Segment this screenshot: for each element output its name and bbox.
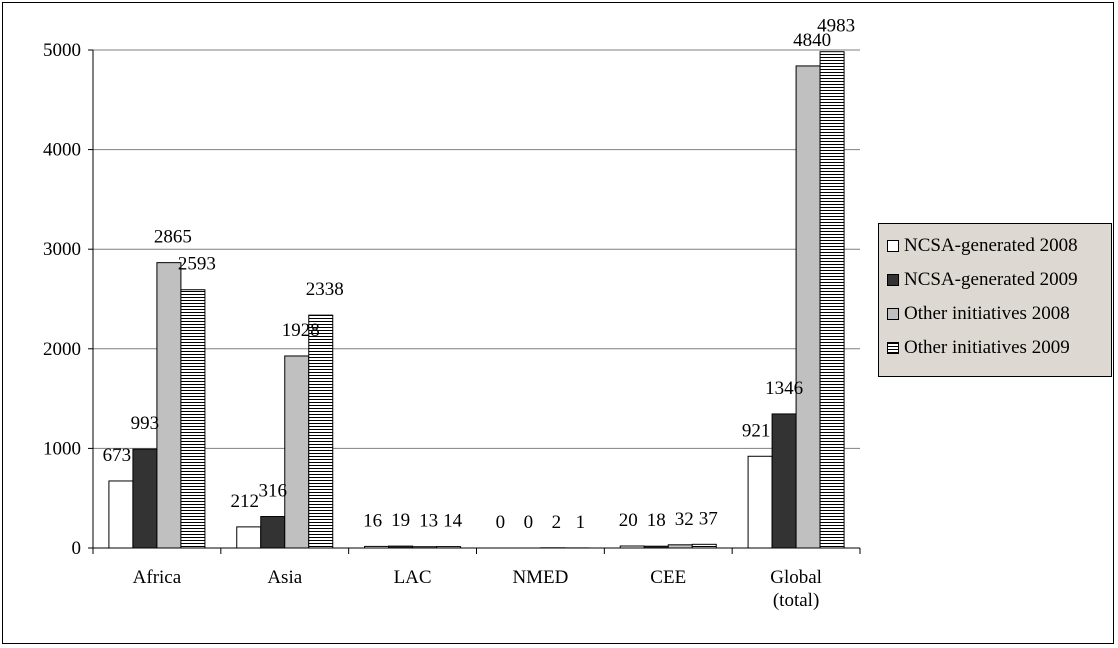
x-tick-label: NMED — [512, 567, 568, 588]
data-label: 993 — [131, 413, 160, 434]
legend: NCSA-generated 2008 NCSA-generated 2009 … — [878, 223, 1112, 377]
legend-swatch-dark — [887, 274, 899, 286]
bar — [133, 449, 157, 548]
data-label: 673 — [103, 445, 132, 466]
data-label: 18 — [647, 510, 666, 531]
bar — [692, 544, 716, 548]
bar — [389, 546, 413, 548]
data-label: 2 — [552, 512, 562, 533]
bar — [772, 414, 796, 548]
data-label: 316 — [259, 481, 288, 502]
data-label: 212 — [231, 491, 260, 512]
bar — [413, 547, 437, 548]
data-label: 1928 — [282, 320, 320, 341]
data-label: 14 — [443, 511, 463, 532]
data-label: 2865 — [154, 227, 192, 248]
data-label: 37 — [699, 508, 718, 529]
legend-item-series-3: Other initiatives 2008 — [887, 297, 1111, 331]
x-tick-label: LAC — [394, 567, 432, 588]
legend-label: NCSA-generated 2009 — [904, 269, 1078, 291]
legend-label: Other initiatives 2008 — [904, 303, 1070, 325]
bar — [181, 290, 205, 548]
bar — [157, 263, 181, 548]
legend-item-series-1: NCSA-generated 2008 — [887, 229, 1111, 263]
data-label: 32 — [675, 509, 694, 530]
data-label: 921 — [742, 420, 771, 441]
bar — [437, 547, 461, 548]
bar — [644, 546, 668, 548]
y-tick-label: 0 — [72, 538, 82, 559]
legend-swatch-gray — [887, 308, 899, 320]
data-label: 1346 — [765, 378, 803, 399]
y-tick-label: 3000 — [43, 239, 81, 260]
legend-label: NCSA-generated 2008 — [904, 235, 1078, 257]
bar — [748, 456, 772, 548]
x-tick-label: Asia — [267, 567, 302, 588]
legend-label: Other initiatives 2009 — [904, 337, 1070, 359]
y-tick-label: 4000 — [43, 140, 81, 161]
x-tick-label: Africa — [133, 567, 182, 588]
bars — [109, 52, 844, 548]
legend-item-series-4: Other initiatives 2009 — [887, 331, 1111, 365]
legend-swatch-white — [887, 240, 899, 252]
bar — [109, 481, 133, 548]
bar — [237, 527, 261, 548]
bar — [620, 546, 644, 548]
bar — [820, 52, 844, 548]
data-label: 4983 — [817, 16, 855, 37]
bar — [285, 356, 309, 548]
data-label: 0 — [524, 512, 534, 533]
data-label: 2593 — [178, 254, 216, 275]
x-tick-label: CEE — [650, 567, 686, 588]
gridlines — [93, 50, 860, 448]
data-label: 20 — [619, 510, 638, 531]
data-label: 13 — [419, 511, 438, 532]
legend-item-series-2: NCSA-generated 2009 — [887, 263, 1111, 297]
bar — [261, 517, 285, 548]
data-label: 2338 — [306, 279, 344, 300]
data-label: 1 — [576, 512, 586, 533]
bar — [796, 66, 820, 548]
y-tick-label: 5000 — [43, 40, 81, 61]
data-label: 0 — [496, 512, 506, 533]
bar — [668, 545, 692, 548]
x-tick-label: Global (total) — [770, 567, 822, 611]
legend-swatch-striped — [887, 342, 899, 354]
bar — [309, 315, 333, 548]
bar — [365, 546, 389, 548]
y-tick-label: 1000 — [43, 438, 81, 459]
data-label: 16 — [363, 510, 382, 531]
data-label: 19 — [391, 510, 410, 531]
y-tick-label: 2000 — [43, 339, 81, 360]
